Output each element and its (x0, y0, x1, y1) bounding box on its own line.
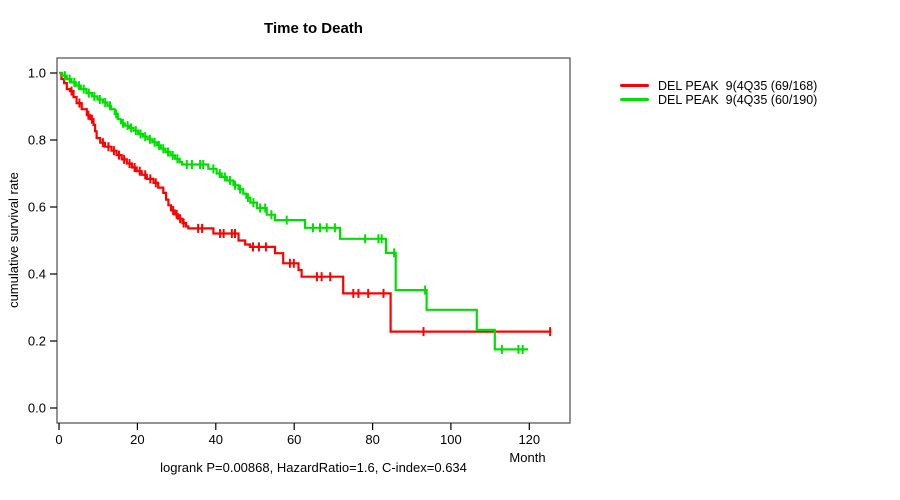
legend-line-icon (620, 84, 649, 87)
x-axis-tick-label: 40 (209, 432, 223, 447)
y-axis-tick-label: 0.6 (28, 200, 46, 215)
legend: DEL PEAK 9(4Q35 (69/168) DEL PEAK 9(4Q35… (620, 78, 818, 107)
legend-label-group2: DEL PEAK 9(4Q35 (60/190) (658, 92, 818, 107)
y-axis-tick-label: 0.4 (28, 267, 46, 282)
y-axis-tick-label: 0.0 (28, 401, 46, 416)
x-axis-tick-label: 100 (440, 432, 462, 447)
legend-line-icon (620, 98, 649, 101)
survival-curve-group1 (59, 71, 552, 333)
legend-item-group2: DEL PEAK 9(4Q35 (60/190) (620, 92, 818, 107)
y-axis-tick-label: 0.8 (28, 133, 46, 148)
x-axis-tick-label: 20 (130, 432, 144, 447)
y-axis-tick-label: 0.2 (28, 334, 46, 349)
x-axis-label: Month (509, 450, 546, 465)
statistics-annotation: logrank P=0.00868, HazardRatio=1.6, C-in… (160, 460, 467, 475)
plot-box (56, 57, 571, 424)
survival-curve-group2 (59, 71, 529, 351)
y-axis-tick-label: 1.0 (28, 66, 46, 81)
x-axis-tick-label: 120 (518, 432, 540, 447)
chart-title: Time to Death (264, 20, 363, 37)
x-axis-tick-label: 60 (287, 432, 301, 447)
x-axis-tick-label: 0 (55, 432, 62, 447)
legend-item-group1: DEL PEAK 9(4Q35 (69/168) (620, 78, 818, 93)
y-axis-label: cumulative survival rate (6, 172, 21, 308)
x-axis-tick-label: 80 (365, 432, 379, 447)
legend-label-group1: DEL PEAK 9(4Q35 (69/168) (658, 78, 818, 93)
